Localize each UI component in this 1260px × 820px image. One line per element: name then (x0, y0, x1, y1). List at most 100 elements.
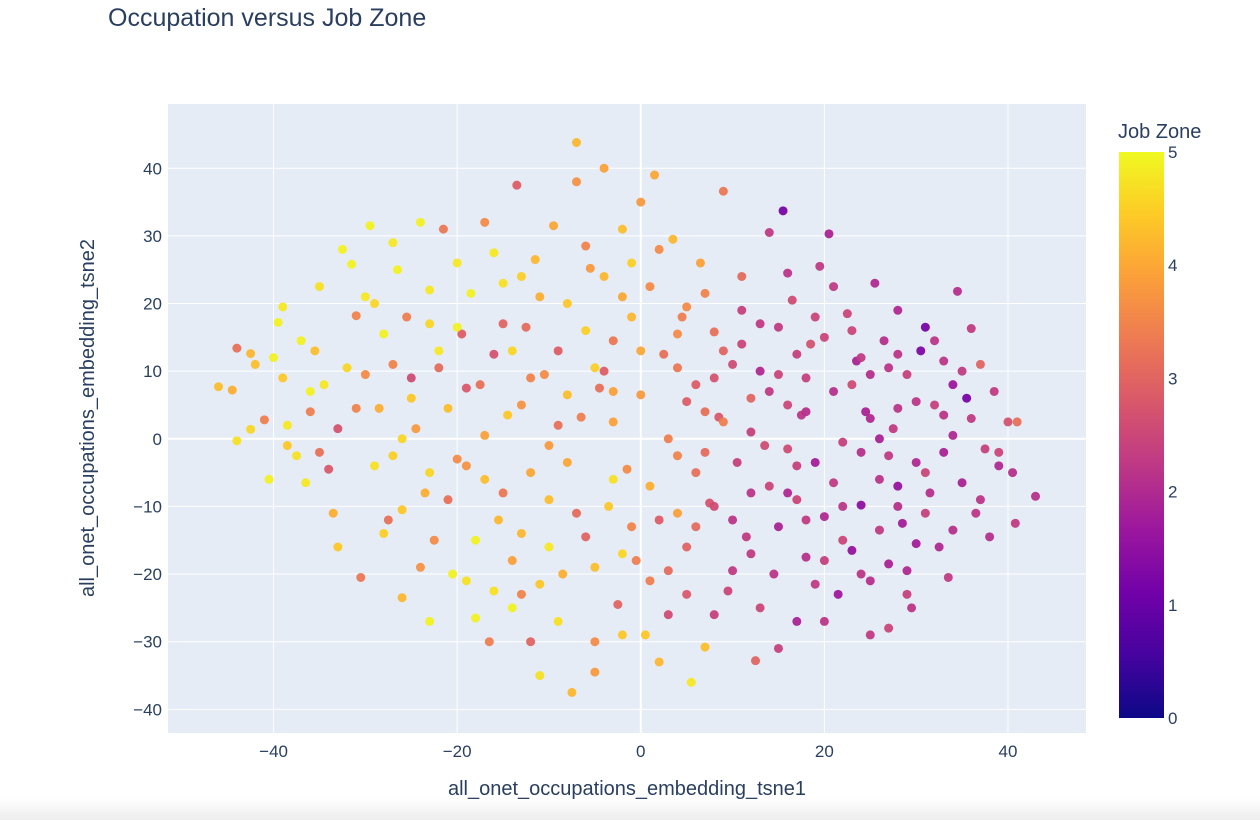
scatter-point (539, 370, 549, 380)
y-tick-label: 40 (143, 159, 162, 178)
scatter-point (227, 385, 237, 395)
scatter-point (792, 349, 802, 359)
scatter-point (902, 370, 912, 380)
scatter-point (471, 613, 481, 623)
scatter-point (948, 380, 958, 390)
scatter-point (264, 474, 274, 484)
scatter-point (507, 603, 517, 613)
x-axis-ticks: −40 −20 0 20 40 (259, 742, 1017, 761)
scatter-point (310, 346, 320, 356)
scatter-point (810, 312, 820, 322)
scatter-point (406, 373, 416, 383)
scatter-point (952, 286, 962, 296)
grid (168, 104, 1086, 733)
scatter-point (259, 415, 269, 425)
scatter-point (884, 363, 894, 373)
colorbar-tick-label: 5 (1168, 143, 1177, 162)
scatter-point (590, 667, 600, 677)
colorbar-tick-label: 3 (1168, 369, 1177, 388)
scatter-point (870, 278, 880, 288)
scatter-point (480, 430, 490, 440)
scatter-point (815, 261, 825, 271)
scatter-point (691, 380, 701, 390)
scatter-point (1003, 417, 1013, 427)
scatter-point (337, 244, 347, 254)
colorbar-tick-label: 1 (1168, 596, 1177, 615)
scatter-point (305, 386, 315, 396)
scatter-point (792, 616, 802, 626)
scatter-point (397, 434, 407, 444)
scatter-point (356, 572, 366, 582)
scatter-point (847, 545, 857, 555)
scatter-point (370, 299, 380, 309)
scatter-point (457, 329, 467, 339)
scatter-point (314, 282, 324, 292)
scatter-point (535, 671, 545, 681)
x-axis-title: all_onet_occupations_embedding_tsne1 (448, 778, 806, 800)
scatter-point (572, 177, 582, 187)
scatter-point (787, 295, 797, 305)
colorbar-ticks: 0 1 2 3 4 5 (1168, 143, 1177, 728)
scatter-point (429, 535, 439, 545)
scatter-point (645, 282, 655, 292)
scatter-point (893, 501, 903, 511)
scatter-point (994, 461, 1004, 471)
chart-title: Occupation versus Job Zone (108, 4, 427, 32)
scatter-point (760, 441, 770, 451)
scatter-point (608, 386, 618, 396)
scatter-point (700, 447, 710, 457)
colorbar-tick-label: 0 (1168, 709, 1177, 728)
scatter-point (668, 234, 678, 244)
scatter-point (801, 373, 811, 383)
scatter-point (930, 336, 940, 346)
scatter-point (677, 312, 687, 322)
scatter-point (769, 569, 779, 579)
scatter-point (865, 630, 875, 640)
scatter-point (388, 238, 398, 248)
scatter-point (576, 412, 586, 422)
scatter-point (971, 508, 981, 518)
scatter-point (755, 603, 765, 613)
scatter-point (985, 532, 995, 542)
scatter-point (1031, 491, 1041, 501)
scatter-point (360, 370, 370, 380)
scatter-point (420, 488, 430, 498)
colorbar (1119, 152, 1164, 718)
scatter-point (562, 299, 572, 309)
scatter-point (480, 474, 490, 484)
scatter-point (654, 657, 664, 667)
scatter-point (695, 258, 705, 268)
scatter-point (746, 488, 756, 498)
scatter-point (480, 217, 490, 227)
scatter-point (246, 349, 256, 359)
scatter-point (856, 569, 866, 579)
scatter-point (590, 637, 600, 647)
scatter-point (994, 447, 1004, 457)
scatter-point (314, 447, 324, 457)
x-tick-label: −20 (443, 742, 472, 761)
scatter-point (842, 309, 852, 319)
scatter-point (654, 244, 664, 254)
scatter-point (741, 532, 751, 542)
y-axis-ticks: −40 −30 −20 −10 0 10 20 30 40 (133, 159, 162, 719)
scatter-point (751, 656, 761, 666)
scatter-point (884, 559, 894, 569)
scatter-point (911, 397, 921, 407)
scatter-point (884, 451, 894, 461)
scatter-point (250, 359, 260, 369)
scatter-point (374, 403, 384, 413)
scatter-point (544, 542, 554, 552)
scatter-point (388, 359, 398, 369)
colorbar-tick-label: 2 (1168, 483, 1177, 502)
scatter-point (861, 407, 871, 417)
scatter-point (879, 336, 889, 346)
scatter-point (282, 420, 292, 430)
scatter-point (617, 630, 627, 640)
scatter-point (640, 630, 650, 640)
scatter-point (328, 508, 338, 518)
scatter-point (801, 407, 811, 417)
scatter-point (801, 515, 811, 525)
scatter-point (902, 589, 912, 599)
scatter-point (292, 451, 302, 461)
scatter-point (608, 474, 618, 484)
